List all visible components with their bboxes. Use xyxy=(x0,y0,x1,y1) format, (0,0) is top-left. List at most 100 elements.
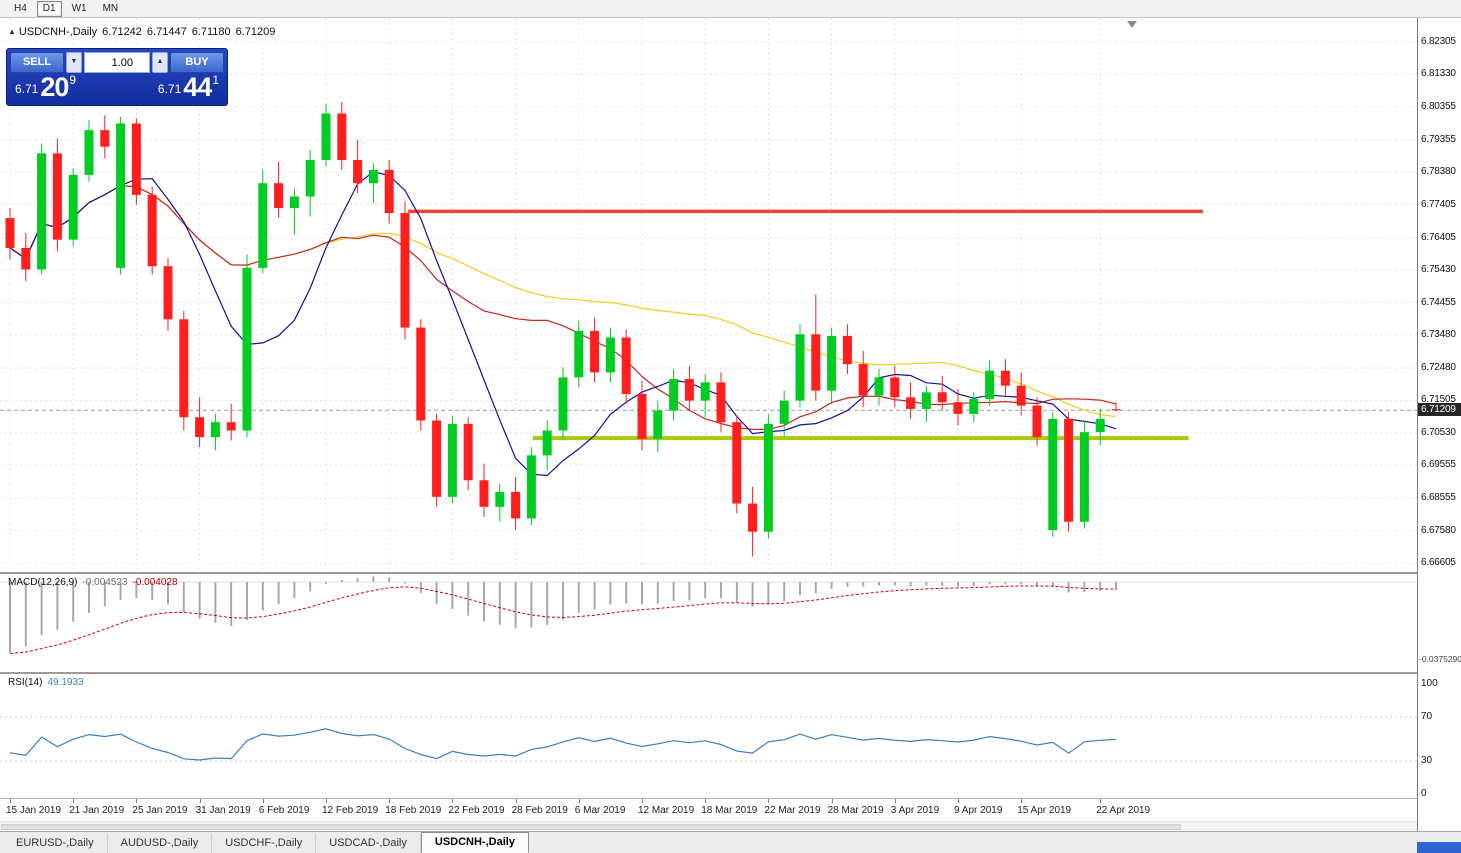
rsi-axis-label: 30 xyxy=(1421,755,1433,766)
buy-price-whole: 6.71 xyxy=(157,82,182,96)
date-tick xyxy=(894,799,896,803)
candle-2019-03-11 xyxy=(621,337,631,394)
candle-2019-04-15 xyxy=(1016,385,1026,406)
panel-separator-dates xyxy=(0,798,1461,799)
candle-2019-04-08 xyxy=(937,392,947,403)
price-axis-label: 6.77405 xyxy=(1421,198,1456,210)
price-axis[interactable]: 6.71209 -0.0375290 6.82305 6.81330 6.80355… xyxy=(1417,18,1461,831)
price-axis-label: 6.66605 xyxy=(1421,557,1456,569)
timeframe-button-w1[interactable]: W1 xyxy=(71,2,87,14)
chart-symbol-timeframe: USDCNH-,Daily xyxy=(18,26,98,38)
volume-input[interactable] xyxy=(84,52,150,73)
candle-2019-01-17 xyxy=(37,153,47,270)
timeframe-button-d1[interactable]: D1 xyxy=(36,0,62,17)
candle-2019-04-10 xyxy=(969,398,979,414)
candle-2019-02-27 xyxy=(495,491,505,507)
chart-window[interactable]: 15 Jan 2019 21 Jan 2019 25 Jan 2019 31 Jan … xyxy=(0,18,1461,831)
candle-2019-04-22 xyxy=(1095,418,1105,433)
rsi-axis-label: 70 xyxy=(1421,711,1433,722)
panel-separator-rsi[interactable] xyxy=(0,672,1461,674)
price-axis-label: 6.76405 xyxy=(1421,231,1456,243)
ohlc-open: 6.71242 xyxy=(102,26,142,38)
candle-2019-03-15 xyxy=(684,379,694,401)
chart-tab-usdcad[interactable]: USDCAD-,Daily xyxy=(316,834,421,853)
price-axis-label: 6.80355 xyxy=(1421,100,1456,112)
timeframe-button-h4[interactable]: H4 xyxy=(14,2,27,14)
date-axis-label: 21 Jan 2019 xyxy=(69,805,125,816)
candle-2019-03-25 xyxy=(779,400,789,424)
one-click-toggle-icon[interactable]: ▲ xyxy=(8,27,16,36)
price-axis-label: 6.72480 xyxy=(1421,362,1456,374)
candle-2019-02-04 xyxy=(226,422,236,431)
date-axis[interactable]: 15 Jan 2019 21 Jan 2019 25 Jan 2019 31 Jan … xyxy=(0,799,1417,821)
candle-2019-01-15 xyxy=(5,218,15,248)
date-tick xyxy=(326,799,327,803)
macd-axis-min-label: -0.0375290 xyxy=(1419,654,1461,664)
candle-2019-01-23 xyxy=(100,130,110,147)
date-axis-label: 9 Apr 2019 xyxy=(954,805,1003,816)
candle-2019-01-16 xyxy=(21,247,31,270)
bottom-right-accent xyxy=(1417,842,1461,853)
volume-decrease-button[interactable]: ▼ xyxy=(66,52,82,73)
panel-separator-macd[interactable] xyxy=(0,572,1461,574)
candle-2019-03-12 xyxy=(637,393,647,439)
buy-button[interactable]: BUY xyxy=(170,52,224,73)
one-click-trading-panel: SELL ▼ ▲ BUY 6.71 20 9 6.71 44 1 xyxy=(6,48,228,106)
rsi-name: RSI(14) xyxy=(8,677,43,688)
date-tick xyxy=(831,799,833,803)
candle-2019-02-22 xyxy=(447,423,457,497)
price-chart-canvas[interactable] xyxy=(0,18,1417,572)
date-tick xyxy=(515,799,517,803)
candle-2019-04-16 xyxy=(1032,405,1042,438)
candle-2019-01-30 xyxy=(179,319,189,418)
candle-2019-02-05 xyxy=(242,267,252,431)
macd-label: MACD(12,26,9) -0.004523 -0.004028 xyxy=(8,577,178,588)
candle-2019-01-29 xyxy=(163,266,173,320)
candle-2019-02-21 xyxy=(432,420,442,497)
candle-2019-02-12 xyxy=(321,113,331,160)
sell-button[interactable]: SELL xyxy=(10,52,64,73)
candle-2019-01-28 xyxy=(147,194,157,267)
timeframe-toolbar: H4 D1 W1 MN xyxy=(0,0,1461,18)
date-tick xyxy=(452,799,454,803)
chart-tab-usdchf[interactable]: USDCHF-,Daily xyxy=(212,834,317,853)
date-tick xyxy=(1100,799,1102,803)
date-tick xyxy=(578,799,580,803)
date-tick xyxy=(642,799,643,803)
current-price-badge: 6.71209 xyxy=(1418,403,1461,417)
chart-tab-audusd[interactable]: AUDUSD-,Daily xyxy=(108,834,213,853)
price-axis-label: 6.69555 xyxy=(1421,459,1456,471)
buy-price-display: 6.71 44 1 xyxy=(157,74,219,101)
sell-price-point: 9 xyxy=(69,73,77,87)
timeframe-button-mn[interactable]: MN xyxy=(102,2,119,14)
date-tick xyxy=(262,799,264,803)
candle-2019-04-01 xyxy=(858,364,868,396)
candle-2019-03-20 xyxy=(732,422,742,504)
chart-tab-usdcnh[interactable]: USDCNH-,Daily xyxy=(420,832,529,853)
chart-tab-eurusd[interactable]: EURUSD-,Daily xyxy=(3,834,108,853)
candle-2019-04-04 xyxy=(906,397,916,409)
date-axis-label: 28 Mar 2019 xyxy=(827,805,884,816)
date-axis-label: 31 Jan 2019 xyxy=(195,805,251,816)
date-axis-label: 22 Mar 2019 xyxy=(764,805,821,816)
candle-2019-03-18 xyxy=(700,382,710,401)
candle-2019-03-04 xyxy=(542,430,552,456)
candle-2019-02-18 xyxy=(384,169,394,214)
macd-indicator-canvas[interactable] xyxy=(0,574,1417,672)
horizontal-scrollbar[interactable] xyxy=(0,821,1417,831)
sell-price-whole: 6.71 xyxy=(15,82,39,96)
date-tick xyxy=(768,799,770,803)
volume-increase-button[interactable]: ▲ xyxy=(152,52,168,73)
candle-2019-01-18 xyxy=(52,153,62,240)
date-tick xyxy=(136,799,138,803)
date-tick xyxy=(10,799,11,803)
scrollbar-thumb[interactable] xyxy=(1,824,1181,830)
candle-2019-02-28 xyxy=(511,491,521,519)
candle-2019-03-28 xyxy=(827,335,837,391)
rsi-indicator-canvas[interactable] xyxy=(0,674,1417,798)
date-axis-label: 12 Mar 2019 xyxy=(638,805,695,816)
candle-2019-03-01 xyxy=(526,455,536,519)
date-axis-label: 6 Feb 2019 xyxy=(258,805,310,816)
candle-2019-02-06 xyxy=(258,183,268,268)
